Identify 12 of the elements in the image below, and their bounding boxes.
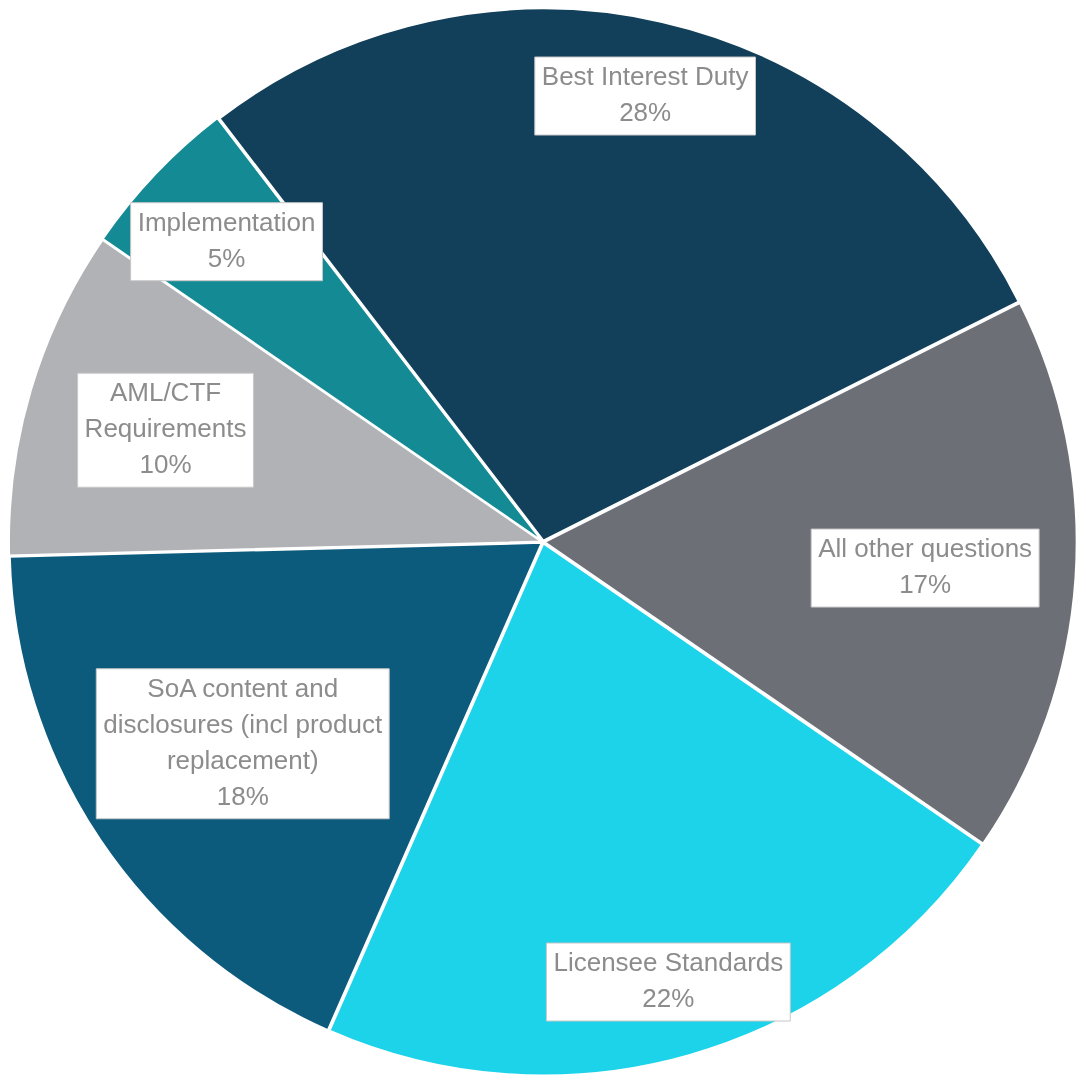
data-label: 22% — [642, 983, 695, 1014]
data-label: 5% — [207, 242, 246, 273]
data-label: 18% — [216, 780, 269, 811]
slice-label: SoA content and disclosures (incl product replacement) — [103, 672, 383, 775]
slice-label: Best Interest Duty — [541, 61, 749, 92]
data-label: 10% — [139, 449, 192, 480]
data-label: 28% — [619, 97, 672, 128]
data-label: 17% — [899, 569, 952, 600]
slice-label: AML/CTF Requirements — [84, 377, 247, 444]
slice-label: Licensee Standards — [553, 947, 784, 978]
slice-label: Implementation — [137, 206, 316, 237]
slice-label: All other questions — [818, 533, 1033, 564]
